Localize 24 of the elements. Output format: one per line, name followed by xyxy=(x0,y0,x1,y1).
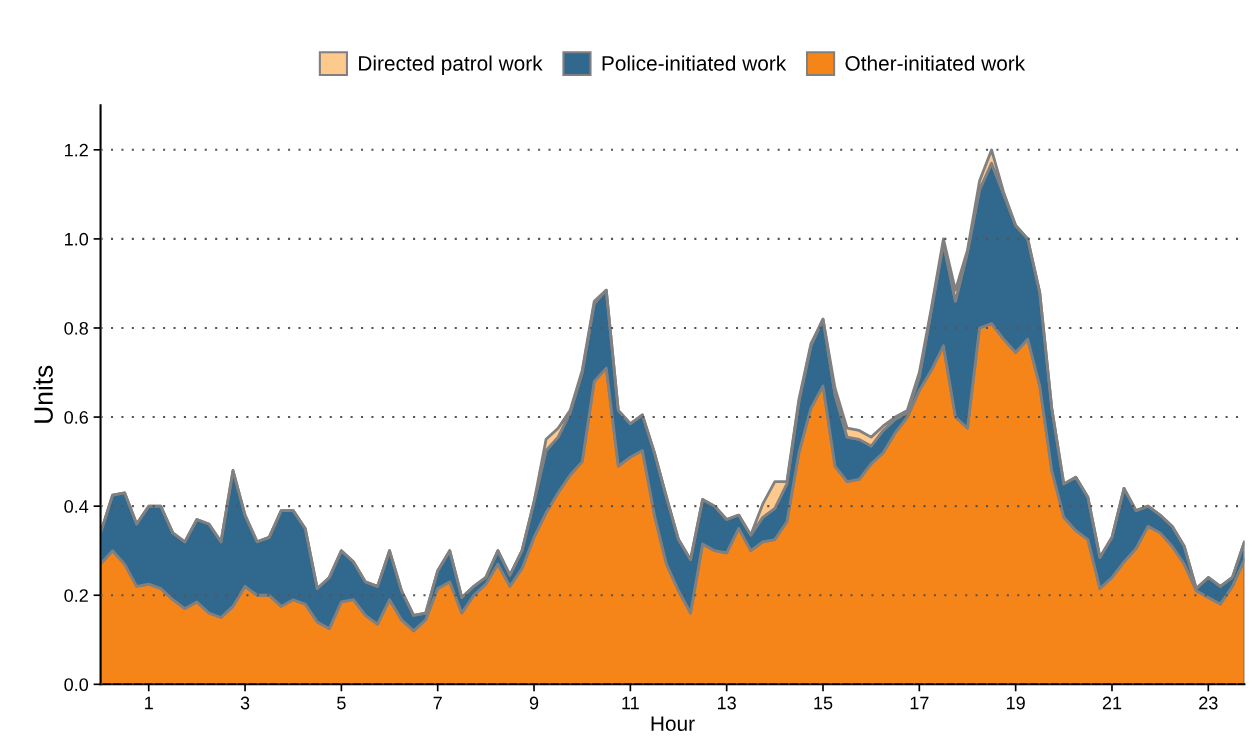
x-tick-label: 15 xyxy=(814,696,833,710)
y-tick-label: 0.8 xyxy=(64,321,88,335)
y-tick-label: 1.0 xyxy=(65,232,89,246)
x-tick-label: 21 xyxy=(1102,696,1122,710)
x-tick-label: 5 xyxy=(337,696,346,710)
legend-label: Other-initiated work xyxy=(845,55,1026,71)
x-axis-title: Hour xyxy=(651,716,695,732)
x-tick-label: 1 xyxy=(145,696,153,710)
y-tick-label: 0.2 xyxy=(64,589,88,602)
x-tick-label: 17 xyxy=(910,696,929,710)
x-tick-label: 7 xyxy=(433,696,442,710)
y-tick-label: 1.2 xyxy=(65,143,88,157)
legend-label: Police-initiated work xyxy=(602,55,787,71)
x-tick-label: 3 xyxy=(240,696,250,710)
legend-label: Directed patrol work xyxy=(359,55,543,75)
x-tick-label: 23 xyxy=(1199,696,1218,710)
x-tick-label: 11 xyxy=(622,696,639,710)
y-axis-title: Units xyxy=(33,365,53,423)
y-tick-label: 0.0 xyxy=(64,678,89,692)
x-tick-label: 19 xyxy=(1006,696,1025,710)
x-tick-label: 13 xyxy=(718,696,736,710)
x-tick-label: 9 xyxy=(529,696,539,710)
y-tick-label: 0.4 xyxy=(64,500,89,513)
y-tick-label: 0.6 xyxy=(64,411,88,424)
